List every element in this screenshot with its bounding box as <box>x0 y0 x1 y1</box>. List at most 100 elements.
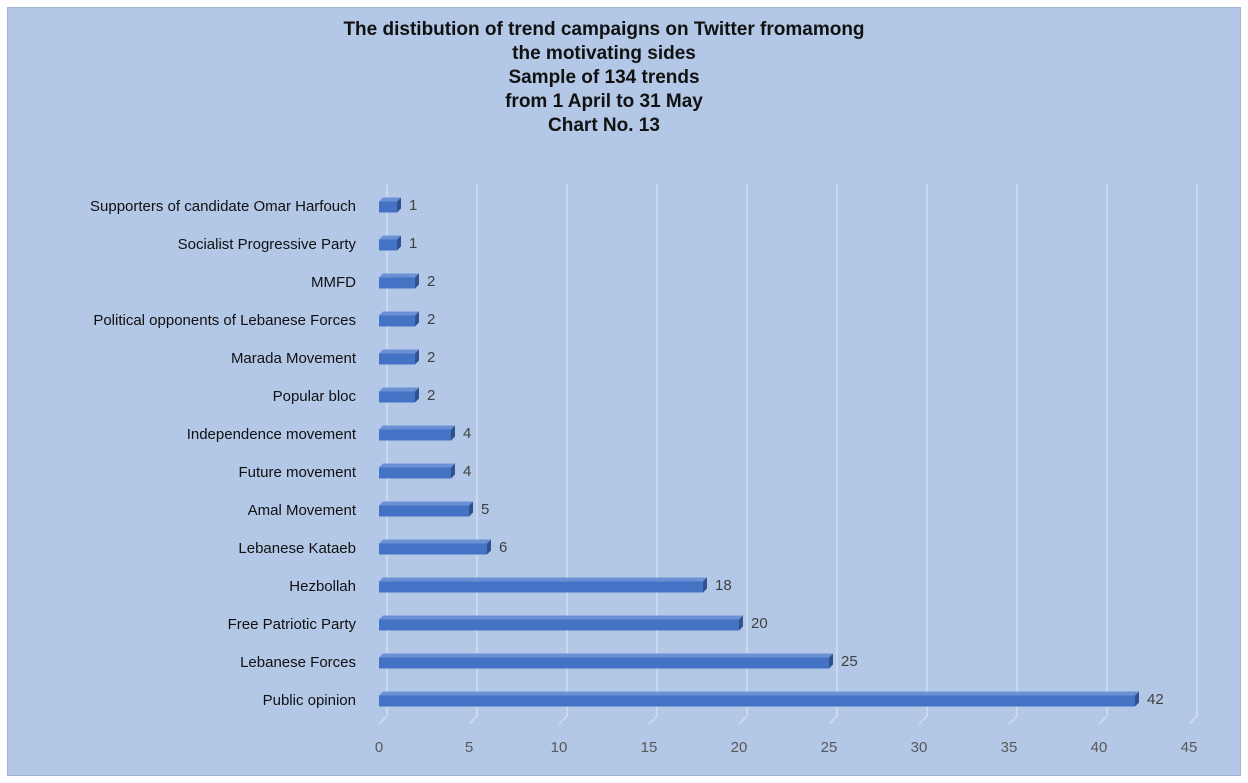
data-label: 2 <box>427 349 435 366</box>
chart-title: The distibution of trend campaigns on Tw… <box>8 18 1200 138</box>
data-label: 1 <box>409 197 417 214</box>
x-tick-label: 0 <box>375 739 383 756</box>
gridline-floor-45 <box>1188 715 1198 725</box>
category-label: Lebanese Forces <box>240 654 356 671</box>
data-label: 4 <box>463 463 471 480</box>
category-label: MMFD <box>311 274 356 291</box>
data-label: 20 <box>751 615 768 632</box>
bar-front-face <box>379 619 739 631</box>
bar-front-face <box>379 239 397 251</box>
x-tick-label: 40 <box>1091 739 1108 756</box>
bar-13: 25 <box>379 653 858 670</box>
bar-front-face <box>379 429 451 441</box>
bar-front-face <box>379 391 415 403</box>
category-label: Political opponents of Lebanese Forces <box>93 312 356 329</box>
gridline-floor-35 <box>1008 715 1018 725</box>
bar-11: 18 <box>379 577 732 594</box>
bar-side-face <box>397 235 401 251</box>
bar-front-face <box>379 505 469 517</box>
bar-front-face <box>379 581 703 593</box>
chart-area: The distibution of trend campaigns on Tw… <box>7 7 1241 776</box>
bar-top-face <box>379 387 419 392</box>
category-label: Hezbollah <box>289 578 356 595</box>
bar-side-face <box>415 273 419 289</box>
x-tick-label: 15 <box>641 739 658 756</box>
chart-title-line-3: Sample of 134 trends <box>508 67 700 88</box>
bar-top-face <box>379 653 833 658</box>
bar-side-face <box>469 501 473 517</box>
bar-front-face <box>379 277 415 289</box>
bar-top-face <box>379 349 419 354</box>
gridline-floor-5 <box>468 715 478 725</box>
data-label: 2 <box>427 273 435 290</box>
category-labels: Supporters of candidate Omar Harfouch Soc… <box>90 198 357 709</box>
bar-side-face <box>451 425 455 441</box>
bar-side-face <box>415 387 419 403</box>
bar-5: 2 <box>379 349 435 366</box>
bar-1: 1 <box>379 197 417 214</box>
bar-6: 2 <box>379 387 435 404</box>
category-label: Supporters of candidate Omar Harfouch <box>90 198 356 215</box>
gridline-floor-40 <box>1098 715 1108 725</box>
data-label: 18 <box>715 577 732 594</box>
data-label: 6 <box>499 539 507 556</box>
bar-top-face <box>379 235 401 240</box>
gridline-floor-25 <box>828 715 838 725</box>
bar-side-face <box>397 197 401 213</box>
bar-top-face <box>379 273 419 278</box>
bar-front-face <box>379 695 1135 707</box>
bar-front-face <box>379 657 829 669</box>
category-label: Public opinion <box>263 692 356 709</box>
bar-top-face <box>379 197 401 202</box>
bar-side-face <box>451 463 455 479</box>
bar-front-face <box>379 201 397 213</box>
bar-front-face <box>379 543 487 555</box>
bar-7: 4 <box>379 425 471 442</box>
gridline-floor-10 <box>558 715 568 725</box>
bar-2: 1 <box>379 235 417 252</box>
category-label: Lebanese Kataeb <box>238 540 356 557</box>
gridline-floor-0 <box>378 715 388 725</box>
bar-8: 4 <box>379 463 471 480</box>
gridlines <box>378 184 1198 725</box>
bar-top-face <box>379 463 455 468</box>
chart-title-line-1: The distibution of trend campaigns on Tw… <box>343 19 865 40</box>
category-label: Marada Movement <box>231 350 357 367</box>
data-label: 5 <box>481 501 489 518</box>
bar-top-face <box>379 691 1139 696</box>
data-label: 2 <box>427 311 435 328</box>
category-label: Independence movement <box>187 426 357 443</box>
bar-top-face <box>379 311 419 316</box>
category-label: Future movement <box>238 464 356 481</box>
bar-side-face <box>739 615 743 631</box>
data-label: 42 <box>1147 691 1164 708</box>
data-label: 25 <box>841 653 858 670</box>
bar-top-face <box>379 501 473 506</box>
bar-front-face <box>379 353 415 365</box>
chart-title-line-5: Chart No. 13 <box>548 115 660 136</box>
bar-top-face <box>379 577 707 582</box>
bar-12: 20 <box>379 615 768 632</box>
x-tick-label: 25 <box>821 739 838 756</box>
data-label: 2 <box>427 387 435 404</box>
bar-side-face <box>703 577 707 593</box>
category-label: Free Patriotic Party <box>228 616 357 633</box>
bar-side-face <box>829 653 833 669</box>
category-label: Amal Movement <box>248 502 357 519</box>
bar-front-face <box>379 467 451 479</box>
bar-top-face <box>379 539 491 544</box>
category-label: Popular bloc <box>273 388 357 405</box>
gridline-floor-20 <box>738 715 748 725</box>
bar-3: 2 <box>379 273 435 290</box>
x-tick-label: 10 <box>551 739 568 756</box>
bar-top-face <box>379 615 743 620</box>
bars: 1 1 2 2 2 2 4 4 5 6 18 20 25 42 <box>379 197 1164 708</box>
category-label: Socialist Progressive Party <box>178 236 357 253</box>
gridline-floor-15 <box>648 715 658 725</box>
bar-side-face <box>487 539 491 555</box>
x-tick-label: 30 <box>911 739 928 756</box>
bar-top-face <box>379 425 455 430</box>
chart-title-line-4: from 1 April to 31 May <box>505 91 703 112</box>
gridline-floor-30 <box>918 715 928 725</box>
